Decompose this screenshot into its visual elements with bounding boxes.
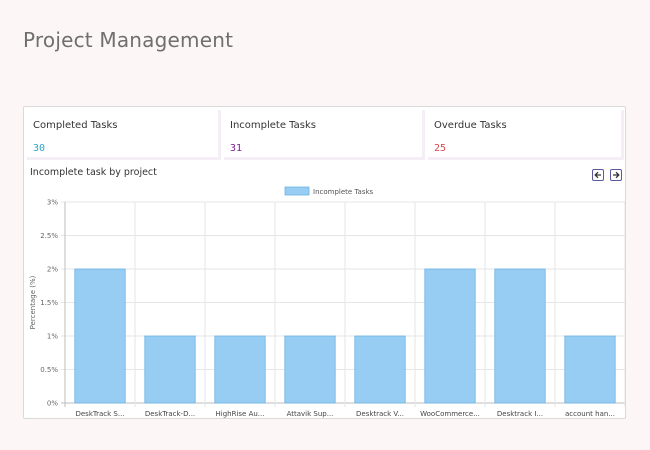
y-axis-label: Percentage (%): [29, 275, 37, 329]
legend-swatch: [284, 186, 310, 196]
bar: [564, 335, 616, 404]
bar: [354, 335, 406, 404]
x-tick-label: WooCommerce...: [420, 410, 480, 418]
y-tick-label: 3%: [47, 199, 58, 207]
page-title: Project Management: [23, 28, 234, 52]
y-tick-label: 0.5%: [40, 366, 58, 374]
bar: [284, 335, 336, 404]
stat-card-completed: Completed Tasks 30: [27, 110, 221, 160]
x-tick-label: DeskTrack-D...: [145, 410, 195, 418]
arrow-left-icon: [594, 171, 601, 179]
y-tick-label: 1%: [47, 333, 58, 341]
bar: [494, 268, 546, 404]
previous-button[interactable]: [592, 169, 604, 181]
chart-legend: Incomplete Tasks: [284, 186, 374, 196]
y-tick-label: 0%: [47, 400, 58, 408]
bar: [214, 335, 266, 404]
stat-label: Overdue Tasks: [434, 120, 507, 131]
incomplete-tasks-chart: Incomplete Tasks 0% 0.5% 1% 1.5% 2% 2.5% 3% Desk…: [29, 186, 625, 418]
y-tick-label: 2.5%: [40, 232, 58, 240]
x-tick-label: account han...: [565, 410, 615, 418]
y-tick-label: 2%: [47, 266, 58, 274]
bar: [74, 268, 126, 404]
next-button[interactable]: [610, 169, 622, 181]
arrow-right-icon: [613, 171, 620, 179]
stat-card-overdue: Overdue Tasks 25: [428, 110, 624, 160]
x-tick-label: Desktrack V...: [356, 410, 404, 418]
y-tick-label: 1.5%: [40, 299, 58, 307]
stat-label: Incomplete Tasks: [230, 120, 316, 131]
x-tick-label: Attavik Sup...: [287, 410, 334, 418]
stat-value: 30: [33, 143, 46, 154]
stat-value: 25: [434, 143, 447, 154]
x-tick-label: HighRise Au...: [216, 410, 265, 418]
bar: [424, 268, 476, 404]
bar: [144, 335, 196, 404]
stat-label: Completed Tasks: [33, 120, 118, 131]
stat-card-incomplete: Incomplete Tasks 31: [224, 110, 425, 160]
x-tick-label: DeskTrack S...: [75, 410, 124, 418]
stats-row: Completed Tasks 30 Incomplete Tasks 31 O…: [24, 107, 625, 163]
x-tick-label: Desktrack I...: [497, 410, 543, 418]
legend-label: Incomplete Tasks: [313, 188, 374, 196]
dashboard-panel: Completed Tasks 30 Incomplete Tasks 31 O…: [23, 106, 626, 419]
stat-value: 31: [230, 143, 243, 154]
chart-title: Incomplete task by project: [30, 167, 157, 178]
